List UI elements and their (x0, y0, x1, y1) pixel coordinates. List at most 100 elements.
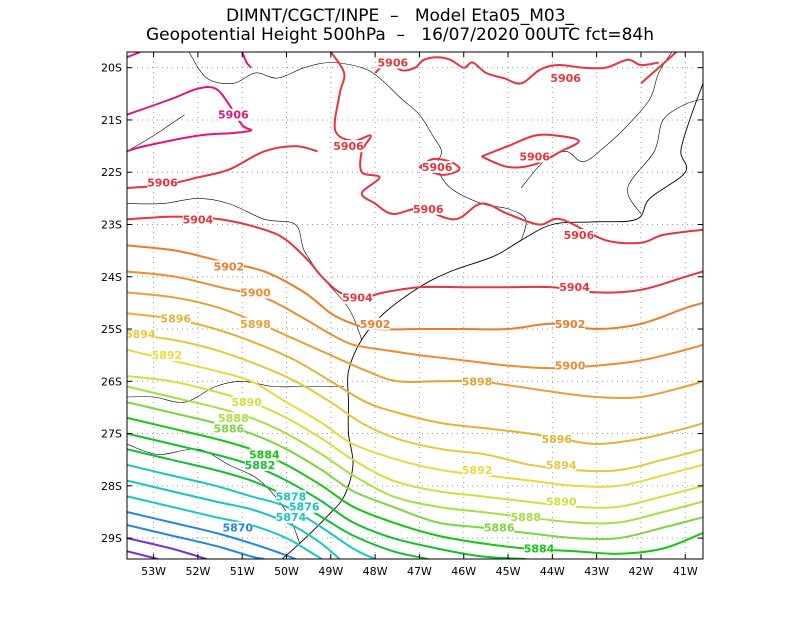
contour-label-bg (127, 328, 156, 341)
state-border (127, 114, 185, 152)
contour-label: 5892 (152, 349, 183, 362)
contour-label: 5906 (218, 109, 249, 122)
contour-line (481, 133, 580, 169)
contour-line (127, 291, 703, 399)
contour-label-bg (546, 495, 577, 508)
lon-tick-label: 48W (363, 565, 388, 578)
coastline (281, 83, 703, 559)
contour-label-bg (231, 396, 262, 409)
contour-label: 5876 (289, 501, 320, 514)
lat-tick-label: 26S (101, 375, 122, 388)
contour-label: 5898 (240, 318, 271, 331)
contour-line (127, 511, 296, 559)
contour-label-bg (240, 286, 271, 299)
contour-label-bg (218, 411, 249, 424)
contour-label-bg (147, 176, 178, 189)
contour-label-bg (240, 317, 271, 330)
contour-label-bg (218, 108, 249, 121)
contour-line (127, 85, 253, 153)
map-frame (126, 51, 704, 560)
contour-line (127, 416, 703, 555)
lon-tick-label: 53W (141, 565, 166, 578)
contour-label: 5900 (240, 286, 271, 299)
contour-label-bg (160, 312, 191, 325)
contour-label: 5892 (462, 464, 493, 477)
contour-label-bg (289, 500, 320, 513)
contour-label: 5890 (231, 396, 262, 409)
contour-label: 5898 (462, 375, 493, 388)
contour-label: 5906 (519, 151, 550, 164)
contour-line (640, 52, 678, 85)
contour-label: 5902 (214, 260, 245, 273)
axis-ticks (127, 52, 703, 559)
latitude-axis: 20S 21S 22S 23S 24S 25S 26S 27S 28S 29S (101, 62, 122, 545)
contour-label: 5888 (510, 511, 541, 524)
contour-label-bg (213, 422, 244, 435)
contour-label-bg (550, 72, 581, 85)
contour-label-bg (519, 150, 550, 163)
lon-tick-label: 52W (185, 565, 210, 578)
contour-line (127, 524, 265, 559)
lon-tick-label: 49W (318, 565, 343, 578)
lat-tick-label: 23S (101, 218, 122, 231)
contour-line (127, 333, 703, 473)
contour-label-bg (546, 458, 577, 471)
contour-label: 5906 (564, 229, 595, 242)
contour-label: 5896 (160, 313, 191, 326)
contour-line (127, 432, 526, 559)
contour-label: 5896 (541, 433, 572, 446)
contour-label: 5888 (218, 412, 249, 425)
contour-label-bg (484, 521, 515, 534)
contour-label-bg (360, 317, 391, 330)
map-background (127, 52, 703, 559)
contour-label: 5904 (183, 213, 214, 226)
contour-label-bg (462, 375, 493, 388)
lat-tick-label: 25S (101, 323, 122, 336)
contour-label: 5890 (546, 496, 577, 509)
contour-line (127, 463, 376, 559)
contour-label: 5902 (555, 318, 586, 331)
state-border (127, 198, 363, 340)
contour-line (418, 157, 461, 176)
contour-label-bg (422, 160, 453, 173)
contour-label: 5906 (550, 72, 581, 85)
contour-label-bg (462, 464, 493, 477)
lat-tick-label: 29S (101, 532, 122, 545)
lon-tick-label: 42W (629, 565, 654, 578)
longitude-axis: 53W 52W 51W 50W 49W 48W 47W 46W 45W 44W 43W 42W 41W (141, 565, 698, 578)
contour-label: 5882 (245, 459, 276, 472)
contour-label-bg (555, 317, 586, 330)
contour-label: 5886 (484, 522, 515, 535)
contour-label-bg (333, 140, 364, 153)
title-line-2: Geopotential Height 500hPa – 16/07/2020 … (145, 25, 655, 45)
contour-label: 5906 (147, 177, 178, 190)
contour-label: 5884 (249, 448, 280, 461)
lon-tick-label: 51W (230, 565, 255, 578)
lat-tick-label: 27S (101, 428, 122, 441)
contour-label-bg (510, 511, 541, 524)
contour-label: 5886 (214, 422, 245, 435)
state-border (627, 98, 703, 215)
contour-label: 5884 (524, 543, 555, 556)
contour-line (374, 56, 659, 85)
contour-label: 5906 (378, 56, 409, 69)
contour-label-bg (413, 202, 444, 215)
contour-label-bg (559, 281, 590, 294)
lat-tick-label: 28S (101, 480, 122, 493)
contour-label-bg (151, 349, 182, 362)
contour-label-bg (275, 511, 306, 524)
lon-tick-label: 43W (584, 565, 609, 578)
lon-tick-label: 50W (274, 565, 299, 578)
lat-tick-label: 21S (101, 114, 122, 127)
contour-label: 5894 (546, 459, 577, 472)
lon-tick-label: 47W (407, 565, 432, 578)
lat-tick-label: 24S (101, 271, 122, 284)
state-border (127, 380, 345, 403)
contour-label-bg (524, 542, 555, 555)
contour-label: 5906 (333, 140, 364, 153)
contour-line (127, 375, 703, 509)
contour-label-bg (563, 228, 594, 241)
contour-line (127, 312, 703, 445)
contour-label: 5906 (413, 203, 444, 216)
